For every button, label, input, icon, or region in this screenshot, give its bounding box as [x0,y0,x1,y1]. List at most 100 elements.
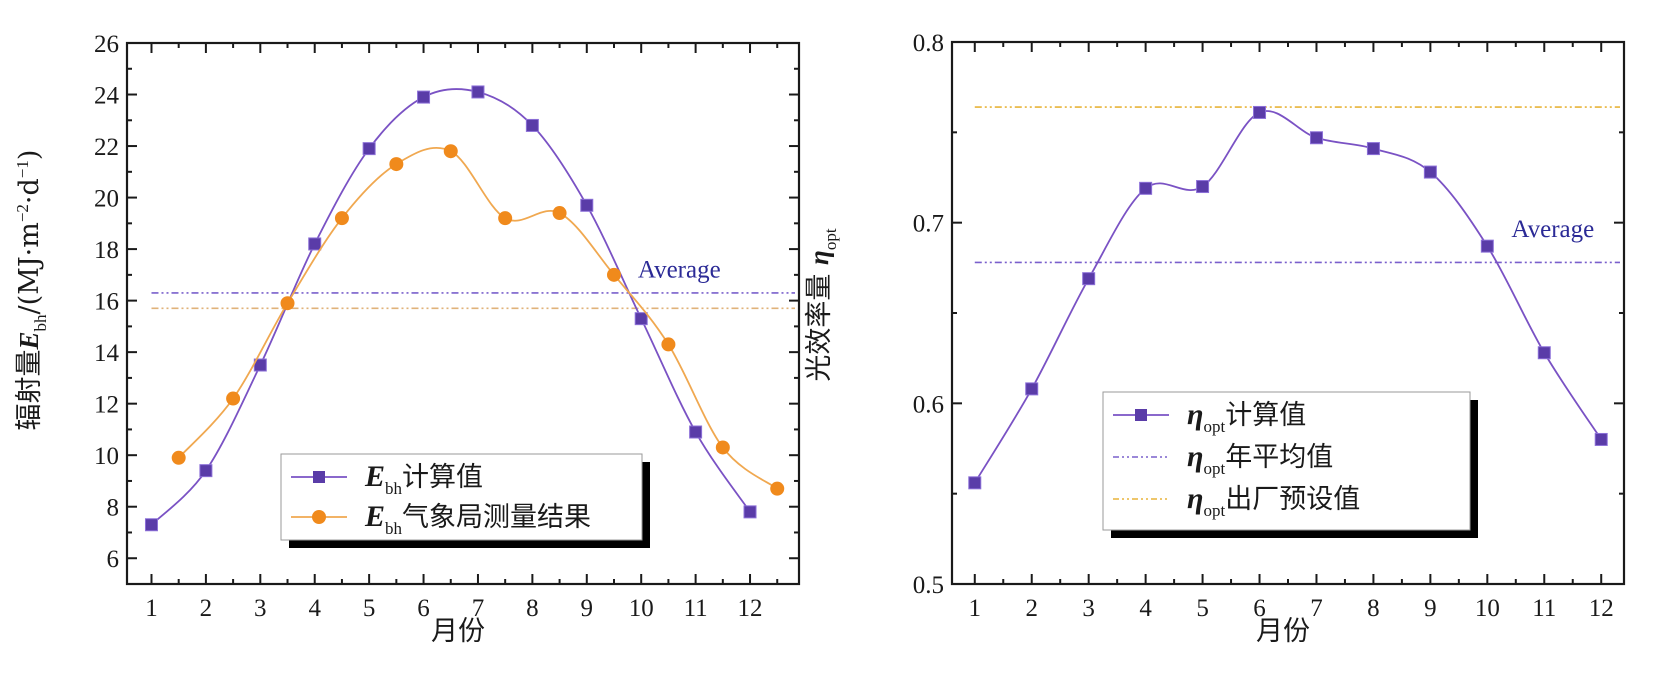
x-tick-label: 11 [1532,595,1556,622]
data-point-circle [171,450,186,465]
data-point-square [580,198,594,212]
data-point-square [1139,181,1153,195]
legend-suffix: 计算值 [1225,400,1306,431]
data-point-square [1196,180,1210,194]
x-tick-label: 8 [526,595,539,622]
average-annotation: Average [638,256,721,283]
y-title-subscript: opt [821,228,840,250]
y-title-prefix: 辐射量 [14,349,45,430]
data-point-circle [661,337,676,352]
chart-left-radiation: 1 2 3 4 5 6 7 8 9 10 11 1268101214161820222426月份辐射量… [13,31,801,647]
x-axis: 1 2 3 4 5 6 7 8 9 10 11 12 [145,43,779,622]
x-axis-title: 月份 [1256,616,1310,647]
y-tick-label: 14 [94,340,120,367]
y-title-prefix: 光效率量 [804,265,835,382]
data-point-square [1480,239,1494,253]
data-point-square [1309,131,1323,145]
data-point-square [199,464,213,478]
x-tick-label: 12 [738,595,763,622]
legend-entry: ηopt年平均值 [1113,440,1333,478]
legend-label: Ebh计算值 [364,460,483,498]
legend-subscript: bh [385,519,403,538]
data-point-circle [334,211,349,226]
y-title-unit-day: ·d [14,178,45,204]
y-tick-label: 18 [94,237,119,264]
x-axis: 1 2 3 4 5 6 7 8 9 10 11 12 [969,42,1614,622]
y-title-unit: /(MJ·m [14,222,45,314]
legend-box [280,453,643,541]
data-point-circle [606,267,621,282]
legend-symbol: η [1187,398,1203,431]
x-tick-label: 7 [1310,595,1323,622]
data-point-circle [552,206,567,221]
y-title-exponent: −1 [13,160,32,178]
y-axis: 0.5 0.6 0.7 0.8 [913,30,1624,599]
data-point-circle [389,157,404,172]
legend-symbol: η [1187,482,1203,515]
y-tick-label: 12 [94,392,119,419]
x-axis-title: 月份 [431,616,485,647]
legend-suffix: 年平均值 [1225,442,1333,473]
legend-symbol: η [1187,440,1203,473]
data-point-square [1537,346,1551,360]
data-point-square [417,90,431,104]
y-title-subscript: bh [31,314,50,332]
legend-suffix: 出厂预设值 [1225,484,1360,515]
y-axis: 6 8 10 12 14 16 18 20 22 24 26 [94,31,799,573]
data-point-square [1366,142,1380,156]
data-point-square [144,518,158,532]
y-tick-label: 22 [94,134,119,161]
series-calculated [144,85,757,532]
data-point-square [525,118,539,132]
series-line [974,110,1602,484]
y-title-close: ) [14,150,45,161]
data-point-circle [770,481,785,496]
x-tick-label: 5 [1196,595,1209,622]
series-calculated [968,105,1608,490]
data-point-circle [443,144,458,159]
x-tick-label: 4 [1139,595,1152,622]
legend-marker-square [313,471,325,483]
legend-label: ηopt年平均值 [1187,440,1333,478]
data-point-square [308,237,322,251]
legend-symbol: E [364,460,385,493]
y-title-exponent: −2 [13,204,32,222]
y-tick-label: 26 [94,31,119,58]
x-tick-label: 10 [1475,595,1500,622]
x-tick-label: 9 [581,595,594,622]
x-tick-label: 10 [629,595,654,622]
x-tick-label: 12 [1589,595,1614,622]
legend-suffix: 气象局测量结果 [402,502,591,533]
y-title-symbol: η [804,250,834,265]
plot-frame [125,41,801,586]
legend-entry: Ebh气象局测量结果 [291,500,591,538]
data-point-square [1594,432,1608,446]
y-tick-label: 20 [94,186,119,213]
data-point-circle [226,391,241,406]
legend-subscript: opt [1203,501,1225,520]
legend-suffix: 计算值 [402,462,483,493]
x-tick-label: 5 [363,595,376,622]
y-tick-label: 10 [94,443,119,470]
series-line [178,146,778,490]
y-tick-label: 0.5 [913,572,944,599]
y-tick-label: 6 [107,546,120,573]
legend-label: Ebh气象局测量结果 [364,500,591,538]
y-tick-label: 24 [94,83,120,110]
legend-label: ηopt出厂预设值 [1187,482,1360,520]
series-measured [171,144,785,496]
data-point-square [743,505,757,519]
y-axis-title: 光效率量 ηopt [804,228,840,381]
legend-symbol: E [364,500,385,533]
legend-marker-square [1135,409,1147,421]
x-tick-label: 1 [145,595,158,622]
data-point-square [1025,382,1039,396]
x-tick-label: 2 [1025,595,1038,622]
x-tick-label: 1 [969,595,982,622]
x-tick-label: 7 [472,595,485,622]
y-axis-title: 辐射量Ebh/(MJ·m−2·d−1) [13,150,50,431]
